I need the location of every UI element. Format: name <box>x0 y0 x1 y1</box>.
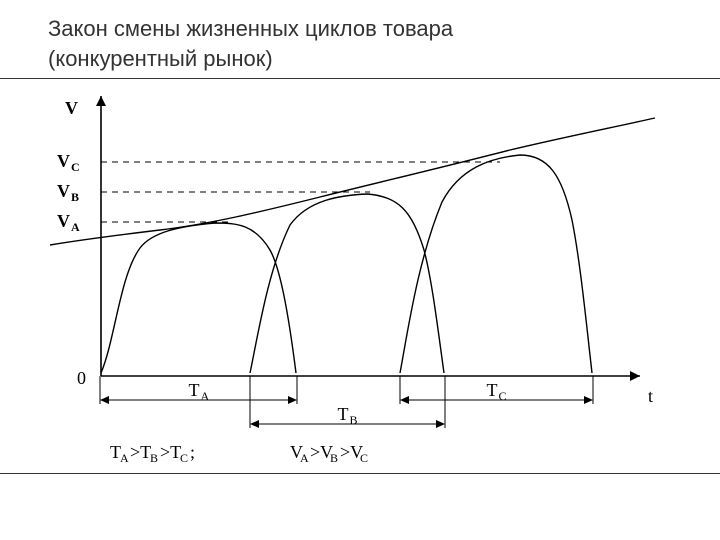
svg-text:A: A <box>300 451 309 465</box>
svg-text:C: C <box>71 160 80 174</box>
svg-text:>T: >T <box>160 442 181 462</box>
svg-text:A: A <box>120 451 129 465</box>
svg-text:;: ; <box>190 442 195 462</box>
svg-text:>T: >T <box>130 442 151 462</box>
svg-text:T: T <box>189 380 200 400</box>
svg-text:V: V <box>57 151 70 171</box>
svg-text:A: A <box>71 220 80 234</box>
svg-text:T: T <box>338 404 349 424</box>
svg-text:V: V <box>65 98 78 118</box>
svg-text:B: B <box>150 451 158 465</box>
svg-text:T: T <box>487 380 498 400</box>
svg-text:t: t <box>648 386 653 406</box>
svg-text:V: V <box>57 211 70 231</box>
svg-text:V: V <box>57 181 70 201</box>
svg-text:C: C <box>360 451 368 465</box>
svg-text:B: B <box>71 190 79 204</box>
svg-text:0: 0 <box>77 368 86 388</box>
lifecycle-diagram: V0tVAVBVCTATBTCTA>TB>TC;VA>VB>VC <box>0 0 720 540</box>
svg-text:C: C <box>180 451 188 465</box>
svg-text:B: B <box>330 451 338 465</box>
svg-text:C: C <box>499 389 507 403</box>
svg-text:A: A <box>201 389 210 403</box>
svg-text:B: B <box>350 413 358 427</box>
